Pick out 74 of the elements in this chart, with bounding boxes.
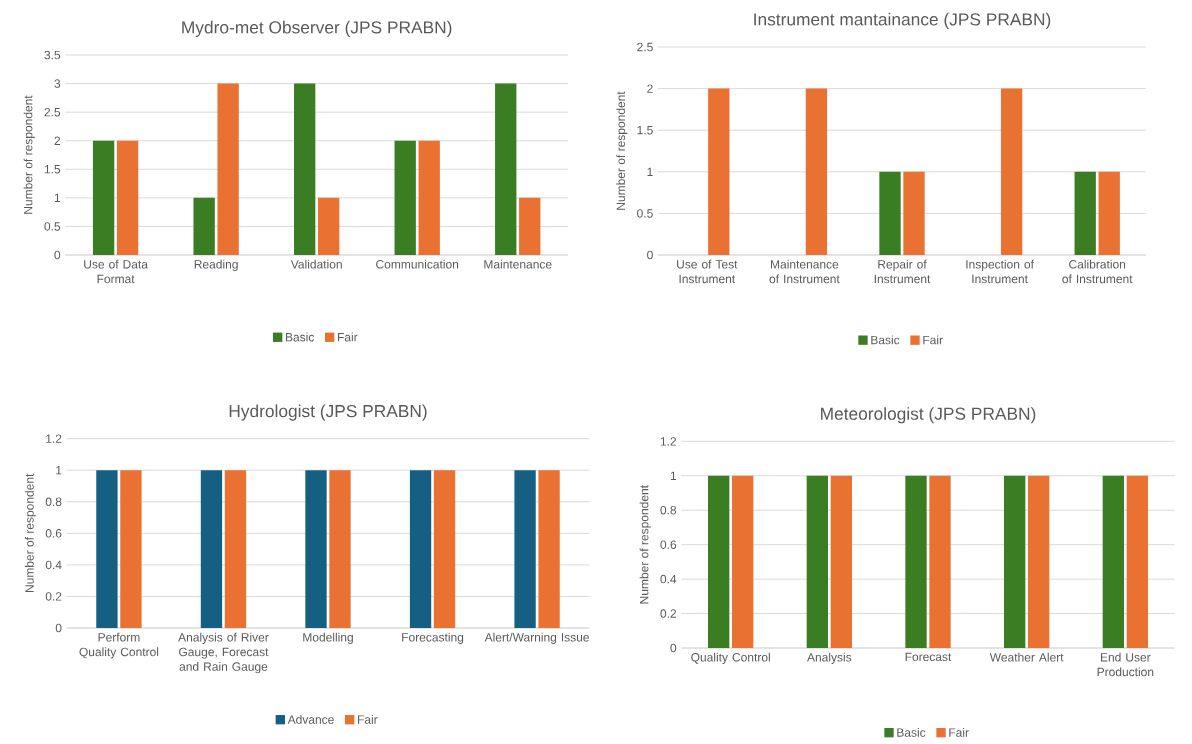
chart-title: Instrument mantainance (JPS PRABN) [754,12,1051,29]
x-tick-label: Calibration of Instrument [1062,259,1133,284]
y-tick-label: 0 [55,623,62,633]
x-tick-label: Alert/Warning Issue [484,632,589,644]
bar [495,83,517,255]
x-tick-label: Inspection of Instrument [966,259,1034,284]
y-tick-label: 0.4 [45,560,62,570]
bar [92,140,115,255]
y-tick-label: 1 [670,471,677,480]
y-tick-label: 2 [54,136,61,145]
legend-label: Basic [871,335,900,345]
y-tick-label: 0 [670,643,677,653]
legend-label: Basic [897,727,926,737]
x-tick-label: Repair of Instrument [874,259,931,284]
bar [294,83,316,255]
legend-label: Fair [923,335,943,345]
y-tick-label: 0.5 [637,209,653,218]
bar [116,140,139,255]
x-tick-label: Reading [194,259,238,271]
x-tick-label: Validation [290,259,342,269]
x-tick-label: Use of Test Instrument [677,259,738,284]
legend-label: Fair [949,727,969,737]
legend-label: Fair [358,715,378,724]
y-tick-label: 0 [54,250,61,260]
y-tick-label: 1.2 [660,437,677,446]
y-tick-label: 0 [647,250,653,260]
x-tick-label: Analysis of River Gauge, Forecast and Rain Gauge [178,632,269,674]
x-tick-label: Analysis [807,652,852,664]
y-tick-label: 1.5 [44,165,61,174]
x-tick-label: Modelling [303,632,353,644]
y-tick-label: 0.6 [660,540,677,549]
y-tick-label: 1.2 [46,434,62,443]
chart-title: Mydro-met Observer (JPS PRABN) [182,20,452,37]
x-tick-label: Communication [376,259,459,269]
y-axis-title: Number of respondent [639,485,651,604]
x-tick-label: Maintenance [484,259,552,269]
chart-title: Hydrologist (JPS PRABN) [229,404,427,421]
y-axis-title: Number of respondent [24,473,37,593]
x-tick-label: Maintenance of Instrument [769,259,840,284]
x-tick-label: End User Production [1097,652,1154,677]
y-tick-label: 0.2 [45,592,62,601]
y-tick-label: 2.5 [637,42,653,52]
y-tick-label: 0.5 [44,222,61,231]
bar [394,140,416,255]
y-tick-label: 1.5 [637,125,653,135]
bar [519,197,541,255]
chart-title: Meteorologist (JPS PRABN) [821,407,1036,424]
x-tick-label: Forecast [905,652,952,662]
y-tick-label: 2.5 [44,107,61,117]
bar [217,83,239,255]
y-tick-label: 1 [56,466,62,475]
y-tick-label: 0.6 [45,529,62,538]
legend-label: Basic [285,332,315,342]
y-tick-label: 1 [54,193,61,202]
x-tick-label: Perform Quality Control [79,632,159,659]
y-tick-label: 0.2 [660,609,677,618]
y-tick-label: 1 [647,167,653,176]
y-axis-title: Number of respondent [616,91,628,210]
y-tick-label: 0.4 [660,574,677,584]
bar [193,197,215,255]
bar [418,140,440,255]
legend-label: Fair [337,332,358,342]
legend-label: Advance [287,715,334,724]
y-tick-label: 3.5 [44,50,61,60]
y-tick-label: 2 [647,84,653,93]
x-tick-label: Use of Data Format [84,259,148,284]
x-tick-label: Quality Control [691,652,770,664]
y-tick-label: 0.8 [660,505,677,515]
y-tick-label: 0.8 [45,497,62,507]
x-tick-label: Forecasting [402,632,464,644]
y-tick-label: 3 [54,79,61,88]
bar [318,197,340,255]
x-tick-label: Weather Alert [989,652,1064,662]
y-axis-title: Number of respondent [23,95,35,214]
